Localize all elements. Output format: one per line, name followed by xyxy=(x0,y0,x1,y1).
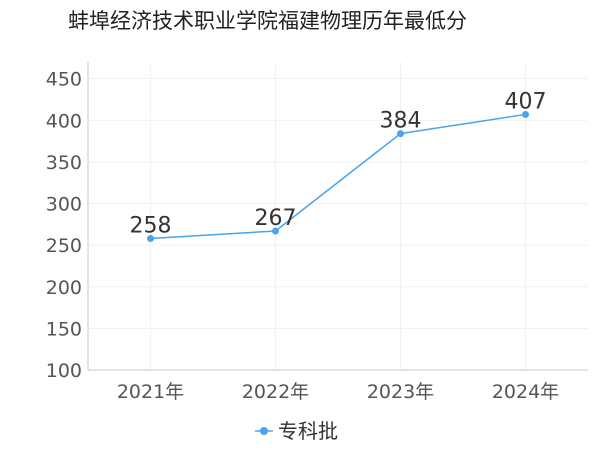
data-point[interactable] xyxy=(397,130,404,138)
x-tick-label: 2021年 xyxy=(117,381,184,403)
series-专科批: 258 267 384 407 xyxy=(130,89,547,242)
data-point[interactable] xyxy=(147,234,154,242)
chart-title: 蚌埠经济技术职业学院福建物理历年最低分 xyxy=(68,9,467,33)
y-tick-label: 350 xyxy=(46,152,82,174)
data-label: 258 xyxy=(130,213,172,238)
y-tick-label: 250 xyxy=(46,235,82,257)
data-point[interactable] xyxy=(272,227,279,235)
x-tick-label: 2024年 xyxy=(492,381,559,403)
data-label: 384 xyxy=(380,109,422,134)
y-tick-label: 400 xyxy=(46,110,82,132)
data-label: 407 xyxy=(505,89,547,114)
y-tick-label: 150 xyxy=(46,318,82,340)
data-point[interactable] xyxy=(522,110,529,118)
x-axis-ticks: 2021年 2022年 2023年 2024年 xyxy=(117,381,559,403)
y-tick-label: 200 xyxy=(46,277,82,299)
y-tick-label: 300 xyxy=(46,194,82,216)
legend-marker-dot xyxy=(260,427,268,435)
legend[interactable]: 专科批 xyxy=(255,419,338,443)
y-tick-label: 450 xyxy=(46,69,82,91)
data-label: 267 xyxy=(255,206,297,231)
x-tick-label: 2022年 xyxy=(242,381,309,403)
x-tick-label: 2023年 xyxy=(367,381,434,403)
y-axis-ticks: 100 150 200 250 300 350 400 450 xyxy=(46,69,82,382)
y-tick-label: 100 xyxy=(46,360,82,382)
legend-label: 专科批 xyxy=(278,419,338,443)
series-line xyxy=(150,113,526,240)
